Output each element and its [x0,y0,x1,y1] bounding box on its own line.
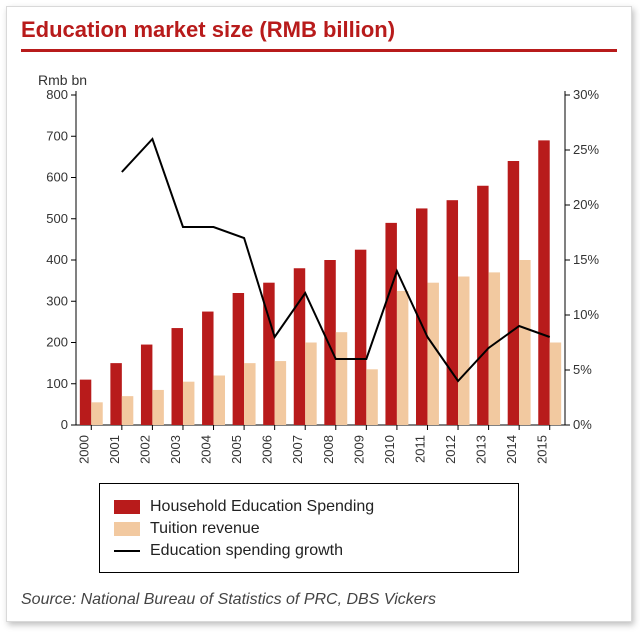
svg-text:5%: 5% [573,362,592,377]
legend-label-line: Education spending growth [150,542,343,560]
legend-item-bar1: Household Education Spending [114,498,504,516]
svg-text:200: 200 [46,335,68,350]
svg-text:0%: 0% [573,417,592,432]
svg-text:0: 0 [61,417,68,432]
svg-text:400: 400 [46,252,68,267]
svg-text:25%: 25% [573,142,599,157]
svg-text:15%: 15% [573,252,599,267]
title-rule [21,49,617,52]
svg-text:2008: 2008 [321,435,336,464]
plot-area: 0 100 200 300 400 500 600 700 800Rmb bn 0% 5% 10% 15… [21,67,617,481]
svg-text:2007: 2007 [290,435,305,464]
svg-text:2002: 2002 [137,435,152,464]
legend-swatch-line [114,550,140,552]
svg-text:20%: 20% [573,197,599,212]
chart-svg: 0 100 200 300 400 500 600 700 800Rmb bn 0% 5% 10% 15… [21,67,617,481]
chart-source: Source: National Bureau of Statistics of… [21,591,436,609]
svg-text:2015: 2015 [535,435,550,464]
svg-text:2014: 2014 [504,435,519,464]
svg-text:2000: 2000 [76,435,91,464]
legend-label-bar2: Tuition revenue [150,520,260,538]
svg-text:2010: 2010 [382,435,397,464]
svg-text:2011: 2011 [412,435,427,463]
legend-item-bar2: Tuition revenue [114,520,504,538]
svg-text:2006: 2006 [260,435,275,464]
svg-text:2013: 2013 [474,435,489,464]
svg-text:100: 100 [46,376,68,391]
svg-text:30%: 30% [573,87,599,102]
legend-swatch-bar2 [114,522,140,536]
svg-text:600: 600 [46,170,68,185]
svg-text:2012: 2012 [443,435,458,464]
svg-text:300: 300 [46,293,68,308]
chart-title: Education market size (RMB billion) [21,17,395,43]
legend-label-bar1: Household Education Spending [150,498,374,516]
svg-text:2003: 2003 [168,435,183,464]
svg-text:2001: 2001 [107,435,122,464]
svg-text:500: 500 [46,211,68,226]
svg-text:2009: 2009 [351,435,366,464]
legend: Household Education Spending Tuition rev… [99,483,519,573]
chart-card: Education market size (RMB billion) 0 100… [6,6,632,622]
svg-text:2004: 2004 [199,435,214,464]
svg-text:700: 700 [46,128,68,143]
legend-swatch-bar1 [114,500,140,514]
legend-item-line: Education spending growth [114,542,504,560]
svg-text:Rmb bn: Rmb bn [38,72,87,88]
svg-text:800: 800 [46,87,68,102]
svg-text:2005: 2005 [229,435,244,464]
svg-text:10%: 10% [573,307,599,322]
